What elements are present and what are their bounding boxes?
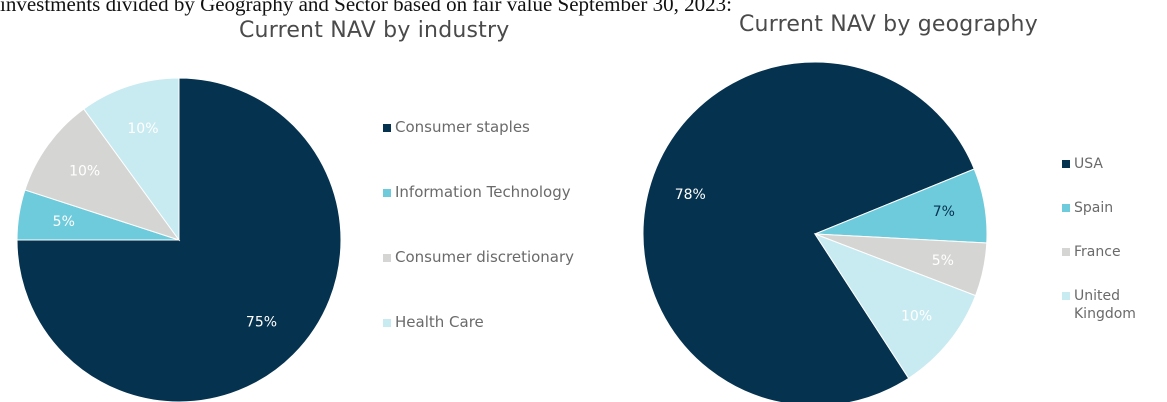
pie-slice-health-care [83, 77, 180, 242]
legend-item-health-care: Health Care [383, 313, 484, 331]
caption-text: investments divided by Geography and Sec… [0, 0, 732, 16]
data-label-consumer-discretionary: 10% [69, 163, 100, 179]
data-label-health-care: 10% [127, 121, 158, 137]
data-label-spain: 7% [933, 204, 955, 220]
legend-label: Consumer discretionary [395, 248, 575, 266]
legend-swatch [1062, 248, 1070, 256]
pie-slice-consumer-discretionary [24, 108, 181, 241]
data-label-information-technology: 5% [53, 214, 75, 230]
industry-pie-chart: 75% 5% 10% 10% [16, 77, 342, 402]
legend-item-consumer-discretionary: Consumer discretionary [383, 248, 574, 266]
pie-slice-united-kingdom [813, 232, 977, 379]
legend-swatch [1062, 204, 1070, 212]
legend-swatch [383, 319, 391, 327]
legend-item-information-technology: Information Technology [383, 183, 571, 201]
geography-chart-title: Current NAV by geography [739, 12, 1038, 37]
legend-item-usa: USA [1062, 155, 1164, 173]
geography-pie-chart: 78% 7% 5% 10% [642, 61, 988, 402]
legend-label: USA [1074, 156, 1103, 172]
data-label-united-kingdom: 10% [901, 308, 932, 324]
legend-label: Health Care [395, 313, 484, 331]
legend-label: United Kingdom [1074, 288, 1136, 322]
data-label-france: 5% [932, 253, 954, 269]
legend-item-united-kingdom: United Kingdom [1062, 287, 1164, 323]
pie-slice-usa [642, 61, 975, 402]
legend-label: France [1074, 244, 1121, 260]
legend-swatch [383, 189, 391, 197]
legend-label: Information Technology [395, 183, 571, 201]
industry-chart-title: Current NAV by industry [239, 18, 510, 43]
legend-swatch [1062, 160, 1070, 168]
legend-item-consumer-staples: Consumer staples [383, 118, 530, 136]
legend-label: Spain [1074, 200, 1114, 216]
data-label-consumer-staples: 75% [246, 314, 277, 330]
legend-item-france: France [1062, 243, 1164, 261]
legend-label: Consumer staples [395, 118, 530, 136]
legend-swatch [383, 254, 391, 262]
data-label-usa: 78% [675, 187, 706, 203]
legend-swatch [383, 124, 391, 132]
legend-item-spain: Spain [1062, 199, 1164, 217]
legend-swatch [1062, 292, 1070, 300]
